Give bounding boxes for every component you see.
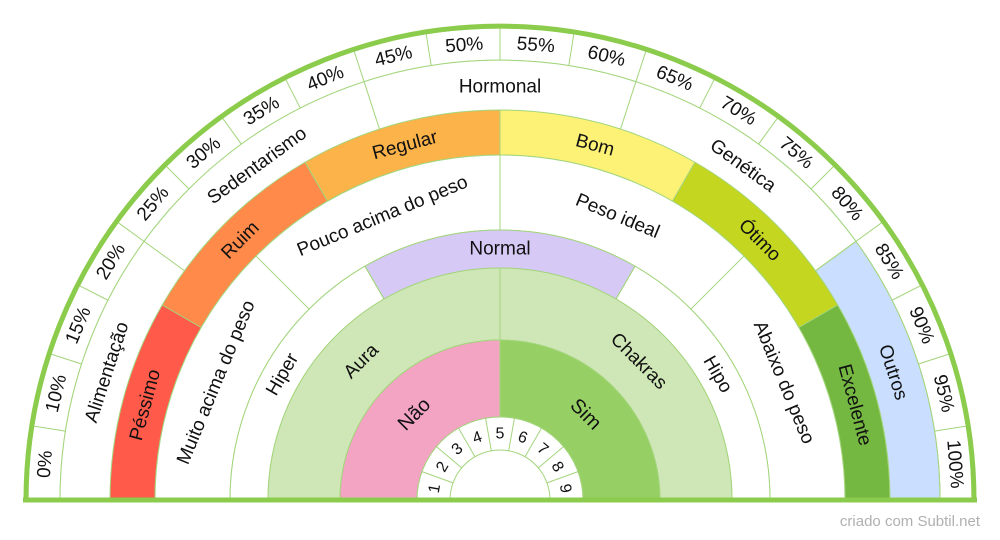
number-divider xyxy=(458,427,476,457)
thyroid-label: Normal xyxy=(469,239,530,260)
numbers-band xyxy=(416,416,584,501)
thyroid-divider xyxy=(615,265,636,300)
percent-label: 50% xyxy=(444,33,484,57)
credit-text: criado com Subtil.net xyxy=(839,513,980,530)
percent-divider xyxy=(353,50,365,82)
number-divider xyxy=(485,418,492,451)
percent-divider xyxy=(425,33,432,66)
percent-divider xyxy=(918,353,950,365)
percent-divider xyxy=(891,285,921,301)
percent-divider xyxy=(33,425,66,432)
percent-divider xyxy=(568,33,575,66)
number-label: 1 xyxy=(426,483,444,495)
percent-divider xyxy=(79,285,109,301)
weight-divider xyxy=(255,255,310,310)
number-label: 5 xyxy=(496,426,505,443)
number-label: 9 xyxy=(556,483,574,495)
percent-divider xyxy=(810,165,835,190)
percent-divider xyxy=(758,117,778,145)
percent-label: 55% xyxy=(516,33,556,57)
outer-border xyxy=(23,23,977,501)
percent-divider xyxy=(165,165,190,190)
percent-divider xyxy=(285,79,301,109)
number-divider xyxy=(537,446,564,469)
cause-divider xyxy=(143,240,185,272)
cause-divider xyxy=(815,240,857,272)
percent-divider xyxy=(699,79,715,109)
percent-divider xyxy=(50,353,82,365)
thyroid-divider xyxy=(364,265,385,300)
cause-divider xyxy=(620,81,637,130)
cause-label: Hormonal xyxy=(459,77,541,98)
number-divider xyxy=(524,427,542,457)
number-divider xyxy=(508,418,515,451)
percent-label: 0% xyxy=(34,450,57,479)
percent-divider xyxy=(855,222,883,242)
number-divider xyxy=(436,446,463,469)
percent-divider xyxy=(117,222,145,242)
percent-divider xyxy=(635,50,647,82)
percent-label: 100% xyxy=(942,439,967,489)
percent-divider xyxy=(222,117,242,145)
cause-divider xyxy=(363,81,380,130)
number-divider xyxy=(546,471,579,484)
number-divider xyxy=(421,471,454,484)
percent-divider xyxy=(934,425,967,432)
weight-divider xyxy=(690,255,745,310)
